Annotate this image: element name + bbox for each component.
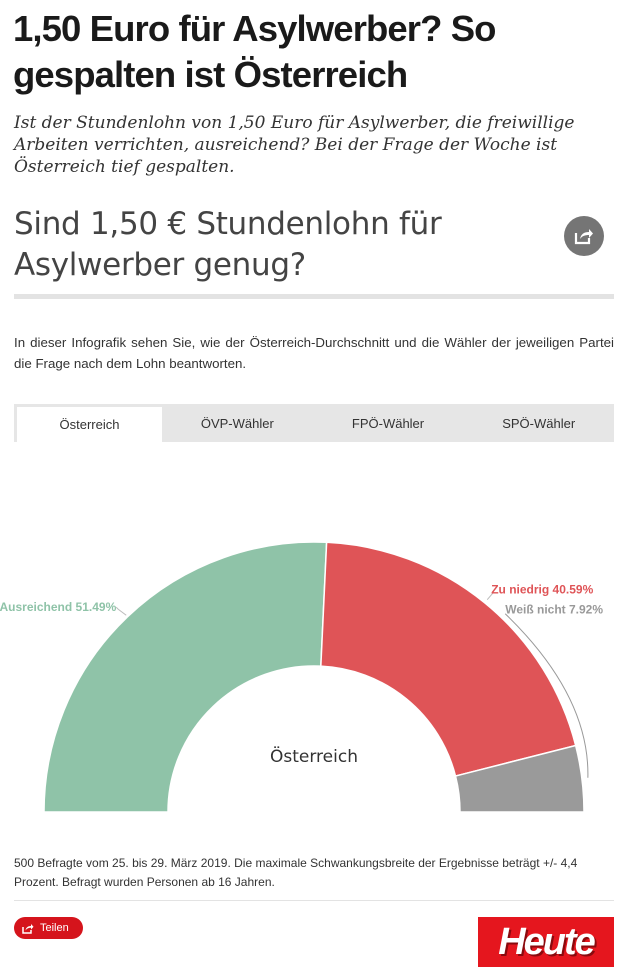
teilen-button[interactable]: Teilen: [14, 917, 83, 939]
slice-zu-niedrig[interactable]: [320, 541, 577, 777]
heute-logo[interactable]: Heute: [478, 917, 614, 967]
infographic-intro: In dieser Infografik sehen Sie, wie der …: [14, 335, 614, 371]
logo-text: Heute: [498, 920, 596, 963]
tab-fpoe-waehler[interactable]: FPÖ-Wähler: [351, 415, 425, 431]
label-connector-ausreichend: [115, 606, 127, 616]
label-connector-zu-niedrig: [486, 592, 494, 601]
share-icon-button[interactable]: [564, 216, 604, 256]
footer-divider: [14, 900, 614, 901]
label-ausreichend: Ausreichend 51.49%: [0, 600, 117, 614]
group-tabs: Österreich ÖVP-Wähler FPÖ-Wähler SPÖ-Wäh…: [14, 404, 614, 442]
chart-svg: Ausreichend 51.49% Zu niedrig 40.59% Weiß …: [0, 541, 603, 813]
slice-weiß-nicht[interactable]: [454, 744, 585, 813]
article-headline: 1,50 Euro für Asylwerber? So gespalten i…: [13, 8, 496, 95]
label-zu-niedrig: Zu niedrig 40.59%: [491, 583, 593, 597]
tab-spoe-waehler[interactable]: SPÖ-Wähler: [502, 415, 576, 431]
article-lead: Ist der Stundenlohn von 1,50 Euro für As…: [14, 113, 575, 177]
tab-oevp-waehler[interactable]: ÖVP-Wähler: [200, 415, 274, 431]
share-icon: [574, 229, 593, 245]
tab-oesterreich[interactable]: Österreich: [17, 407, 162, 442]
chart-center-label: Österreich: [270, 745, 358, 767]
slice-ausreichend[interactable]: [43, 541, 328, 813]
share-icon: [22, 923, 34, 934]
teilen-label: Teilen: [40, 922, 69, 934]
survey-footnote: 500 Befragte vom 25. bis 29. März 2019. …: [14, 856, 578, 889]
question-divider: [14, 294, 614, 299]
infographic-question: Sind 1,50 € Stundenlohn für Asylwerber g…: [14, 206, 442, 283]
label-connector-weiss-nicht: [504, 613, 589, 778]
label-weiss-nicht: Weiß nicht 7.92%: [505, 603, 603, 617]
donut-chart: Ausreichend 51.49% Zu niedrig 40.59% Weiß …: [0, 450, 632, 830]
